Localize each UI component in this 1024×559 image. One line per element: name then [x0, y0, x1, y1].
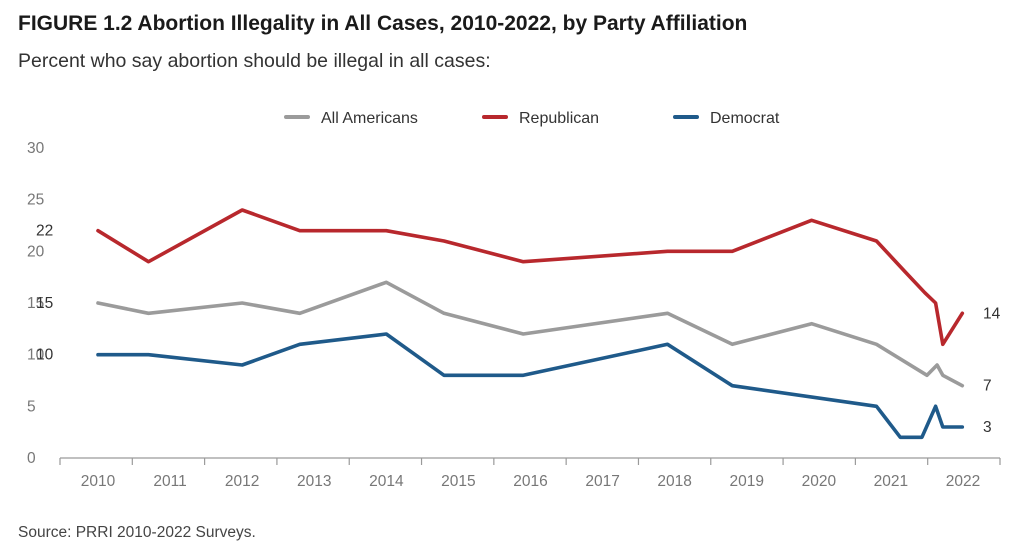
y-axis: 0 5 10 15 20 25 30 [27, 140, 45, 467]
y-tick-label: 30 [27, 140, 45, 157]
x-tick-label: 2010 [81, 473, 116, 490]
x-tick-label: 2016 [513, 473, 547, 490]
x-tick-label: 2015 [441, 473, 475, 490]
chart-subtitle: Percent who say abortion should be illeg… [18, 50, 491, 72]
x-tick-label: 2022 [946, 473, 980, 490]
legend-label: Democrat [710, 110, 780, 127]
y-tick-label: 10 [27, 347, 45, 364]
x-tick-label: 2021 [874, 473, 908, 490]
series-lines [96, 208, 965, 440]
x-tick-label: 2012 [225, 473, 259, 490]
data-label: 14 [983, 305, 1001, 322]
x-tick-label: 2013 [297, 473, 331, 490]
y-tick-label: 5 [27, 398, 36, 415]
data-label: 22 [36, 223, 53, 240]
data-label: 7 [983, 378, 992, 395]
legend: All Americans Republican Democrat [284, 110, 780, 127]
legend-label: Republican [519, 110, 599, 127]
series-line-democrat [96, 332, 965, 440]
y-tick-label: 15 [27, 295, 44, 312]
series-line-all-americans [96, 280, 965, 388]
data-label: 15 [36, 295, 53, 312]
data-labels: 22 15 10 14 7 3 [36, 223, 1001, 436]
x-tick-label: 2014 [369, 473, 404, 490]
x-tick-label: 2019 [730, 473, 764, 490]
chart-title: FIGURE 1.2 Abortion Illegality in All Ca… [18, 12, 748, 35]
x-tick-label: 2017 [585, 473, 619, 490]
y-tick-label: 20 [27, 243, 45, 260]
x-tick-label: 2011 [153, 473, 186, 490]
y-tick-label: 25 [27, 192, 44, 209]
x-axis: 2010 2011 2012 2013 2014 2015 2016 2017 2018 2019… [59, 457, 1001, 490]
legend-label: All Americans [321, 110, 418, 127]
data-label: 3 [983, 419, 992, 436]
series-line-republican [96, 208, 965, 347]
source-note: Source: PRRI 2010-2022 Surveys. [18, 524, 256, 541]
y-tick-label: 0 [27, 450, 36, 467]
x-tick-label: 2020 [802, 473, 837, 490]
x-tick-label: 2018 [657, 473, 691, 490]
line-chart: All Americans Republican Democrat 0 5 10 15 20… [27, 110, 1001, 490]
data-label: 10 [36, 347, 54, 364]
